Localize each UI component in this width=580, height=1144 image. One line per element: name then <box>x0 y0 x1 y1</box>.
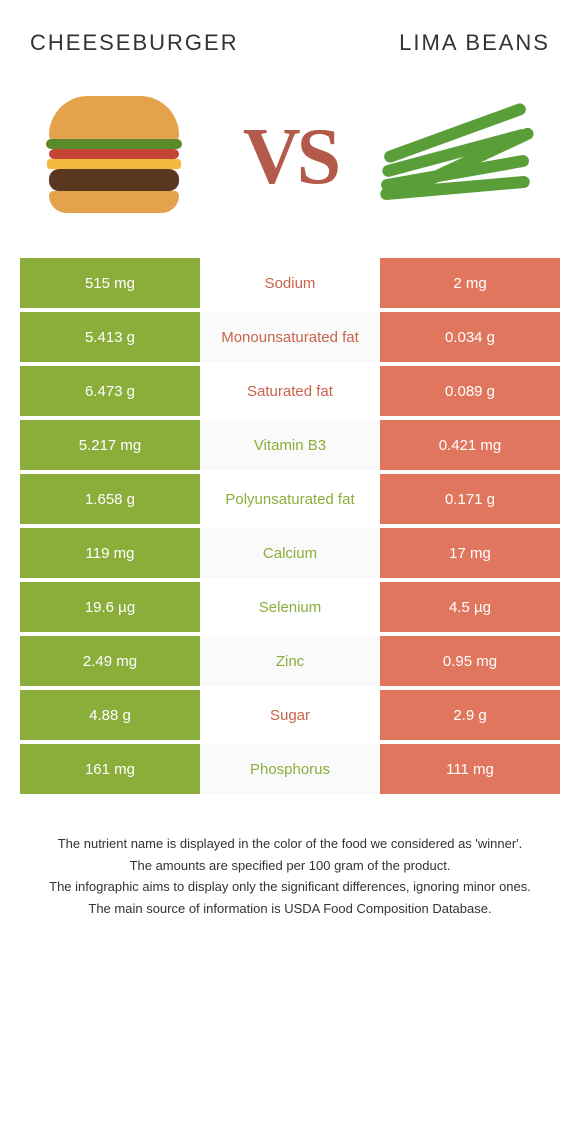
cheeseburger-image <box>30 96 200 218</box>
nutrient-name: Sugar <box>200 690 380 740</box>
footnote-line: The amounts are specified per 100 gram o… <box>40 856 540 876</box>
table-row: 119 mgCalcium17 mg <box>20 528 560 578</box>
value-left: 5.217 mg <box>20 420 200 470</box>
table-row: 19.6 µgSelenium4.5 µg <box>20 582 560 632</box>
value-left: 5.413 g <box>20 312 200 362</box>
titles-row: CHEESEBURGER LIMA BEANS <box>20 30 560 56</box>
value-left: 2.49 mg <box>20 636 200 686</box>
lima-beans-image <box>380 107 550 207</box>
table-row: 5.217 mgVitamin B30.421 mg <box>20 420 560 470</box>
value-right: 2 mg <box>380 258 560 308</box>
table-row: 161 mgPhosphorus111 mg <box>20 744 560 794</box>
value-right: 17 mg <box>380 528 560 578</box>
image-row: VS <box>20 96 560 218</box>
value-left: 19.6 µg <box>20 582 200 632</box>
comparison-table: 515 mgSodium2 mg5.413 gMonounsaturated f… <box>20 258 560 794</box>
title-right: LIMA BEANS <box>399 30 550 56</box>
value-left: 1.658 g <box>20 474 200 524</box>
table-row: 1.658 gPolyunsaturated fat0.171 g <box>20 474 560 524</box>
nutrient-name: Calcium <box>200 528 380 578</box>
table-row: 515 mgSodium2 mg <box>20 258 560 308</box>
value-right: 0.171 g <box>380 474 560 524</box>
value-left: 161 mg <box>20 744 200 794</box>
value-right: 0.089 g <box>380 366 560 416</box>
nutrient-name: Monounsaturated fat <box>200 312 380 362</box>
nutrient-name: Vitamin B3 <box>200 420 380 470</box>
footnotes: The nutrient name is displayed in the co… <box>20 834 560 918</box>
title-left: CHEESEBURGER <box>30 30 239 56</box>
value-right: 0.421 mg <box>380 420 560 470</box>
value-left: 119 mg <box>20 528 200 578</box>
value-right: 0.95 mg <box>380 636 560 686</box>
footnote-line: The infographic aims to display only the… <box>40 877 540 897</box>
vs-label: VS <box>243 112 337 203</box>
value-left: 4.88 g <box>20 690 200 740</box>
nutrient-name: Zinc <box>200 636 380 686</box>
footnote-line: The nutrient name is displayed in the co… <box>40 834 540 854</box>
value-left: 6.473 g <box>20 366 200 416</box>
table-row: 6.473 gSaturated fat0.089 g <box>20 366 560 416</box>
nutrient-name: Selenium <box>200 582 380 632</box>
value-right: 111 mg <box>380 744 560 794</box>
value-right: 2.9 g <box>380 690 560 740</box>
table-row: 5.413 gMonounsaturated fat0.034 g <box>20 312 560 362</box>
nutrient-name: Polyunsaturated fat <box>200 474 380 524</box>
nutrient-name: Saturated fat <box>200 366 380 416</box>
value-right: 4.5 µg <box>380 582 560 632</box>
nutrient-name: Sodium <box>200 258 380 308</box>
footnote-line: The main source of information is USDA F… <box>40 899 540 919</box>
table-row: 4.88 gSugar2.9 g <box>20 690 560 740</box>
nutrient-name: Phosphorus <box>200 744 380 794</box>
value-left: 515 mg <box>20 258 200 308</box>
value-right: 0.034 g <box>380 312 560 362</box>
table-row: 2.49 mgZinc0.95 mg <box>20 636 560 686</box>
